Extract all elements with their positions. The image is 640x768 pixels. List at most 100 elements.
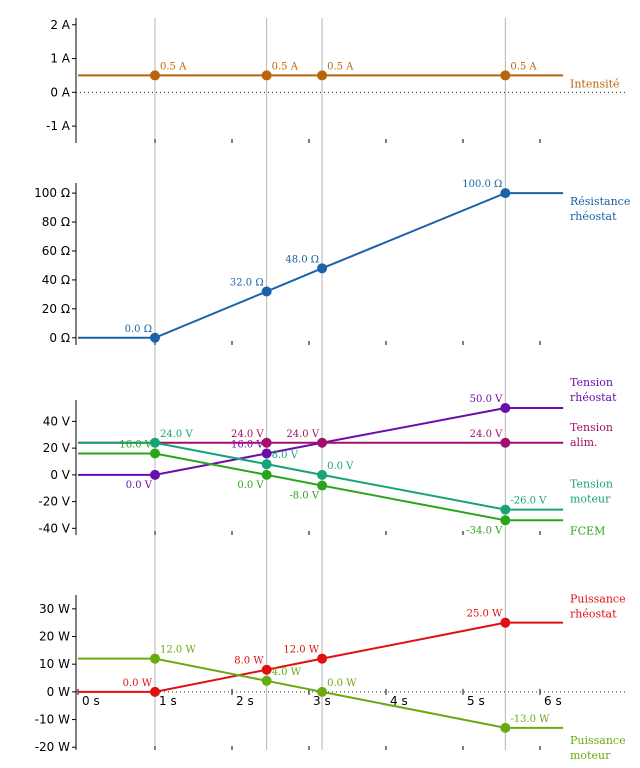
series-2-0: 0.0 V 16.0 V 50.0 V Tension rhéostat — [78, 376, 617, 491]
data-point — [317, 480, 328, 491]
y-tick-label: -1 A — [46, 119, 71, 133]
data-point — [150, 437, 160, 448]
y-tick-label: 20 W — [39, 630, 70, 644]
panel-3: 30 W 20 W 10 W 0 W -10 W -20 W 0 s 1 s 2 s 3 s 4 s… — [35, 593, 628, 762]
series-name-label: Résistance — [570, 195, 630, 208]
data-point — [150, 469, 160, 480]
y-tick-label: 20 V — [43, 441, 71, 455]
x-tick-label: 5 s — [467, 694, 485, 708]
series-name-label: Tension — [570, 478, 613, 491]
series-name-label: Tension — [570, 421, 613, 434]
data-point — [261, 469, 272, 480]
series-line — [78, 407, 564, 476]
data-point — [261, 286, 272, 297]
series-name-label: alim. — [570, 436, 598, 449]
series-name-label: Intensité — [570, 77, 620, 90]
series-2-2: 24.0 V 8.0 V 0.0 V -26.0 V Tension moteur — [78, 429, 613, 515]
data-label: 50.0 V — [470, 394, 503, 405]
data-label: 100.0 Ω — [462, 179, 502, 190]
data-label: 0.0 W — [123, 678, 153, 689]
data-label: 4.0 W — [272, 667, 302, 678]
y-tick-label: 1 A — [50, 52, 70, 66]
series-0-0: 0.5 A 0.5 A 0.5 A 0.5 A Intensité — [78, 61, 620, 90]
data-label: 16.0 V — [231, 439, 264, 450]
data-label: 25.0 W — [467, 609, 503, 620]
data-point — [317, 469, 328, 480]
x-tick-label: 6 s — [544, 694, 562, 708]
data-point — [317, 437, 328, 448]
data-label: 24.0 V — [160, 429, 193, 440]
y-tick-label: 0 V — [50, 468, 70, 482]
data-label: 0.5 A — [272, 61, 299, 72]
data-label: 0.0 Ω — [125, 324, 152, 335]
data-point — [261, 437, 272, 448]
y-tick-label: 100 Ω — [34, 186, 70, 200]
y-tick-label: 80 Ω — [42, 215, 70, 229]
data-point — [500, 188, 511, 199]
series-name-label: moteur — [570, 493, 611, 506]
data-label: 12.0 W — [283, 645, 319, 656]
data-label: -8.0 V — [289, 491, 319, 502]
data-label: 24.0 V — [470, 429, 503, 440]
y-tick-label: 0 A — [50, 85, 70, 99]
data-point — [317, 70, 328, 81]
data-label: 0.5 A — [510, 61, 537, 72]
y-tick-label: -20 W — [35, 740, 70, 754]
data-point — [500, 70, 511, 81]
series-line — [78, 657, 564, 729]
data-point — [261, 70, 272, 81]
data-point — [317, 263, 328, 274]
data-label: -26.0 V — [510, 496, 547, 507]
series-name-label: moteur — [570, 749, 611, 762]
y-tick-label: 10 W — [39, 657, 70, 671]
data-label: 0.0 V — [126, 480, 153, 491]
panel-2: 40 V 20 V 0 V -20 V -40 V 0.0 V 16.0 V 50.0 V Te… — [38, 376, 617, 537]
series-name-label: rhéostat — [570, 608, 617, 621]
data-point — [261, 675, 272, 686]
data-label: 16.0 V — [119, 439, 152, 450]
data-point — [150, 448, 160, 459]
data-label: 24.0 V — [231, 429, 264, 440]
y-tick-label: -20 V — [38, 495, 70, 509]
x-tick-label: 4 s — [390, 694, 408, 708]
x-tick-label: 2 s — [236, 694, 254, 708]
data-point — [150, 70, 160, 81]
y-tick-label: 60 Ω — [42, 244, 70, 258]
series-name-label: rhéostat — [570, 391, 617, 404]
data-label: 8.0 W — [234, 656, 264, 667]
data-label: -34.0 V — [466, 525, 503, 536]
series-name-label: Puissance — [570, 734, 626, 747]
series-line — [78, 621, 564, 693]
y-tick-label: 20 Ω — [42, 302, 70, 316]
data-label: 24.0 V — [286, 429, 319, 440]
series-3-0: 0.0 W 8.0 W 12.0 W 25.0 W Puissance rhéostat — [78, 593, 626, 697]
data-label: 0.0 W — [327, 678, 357, 689]
y-tick-label: -10 W — [35, 713, 70, 727]
data-label: 0.5 A — [160, 61, 187, 72]
series-2-3: 16.0 V 0.0 V -8.0 V -34.0 V FCEM — [78, 439, 605, 537]
data-label: 8.0 V — [272, 450, 299, 461]
data-label: 0.0 V — [237, 480, 264, 491]
data-point — [150, 686, 160, 697]
series-line — [78, 192, 564, 339]
series-line — [78, 441, 564, 511]
data-point — [261, 664, 272, 675]
series-name-label: rhéostat — [570, 210, 617, 223]
series-name-label: FCEM — [570, 524, 605, 537]
series-line — [78, 452, 564, 522]
data-label: 0.0 V — [327, 461, 354, 472]
data-point — [500, 617, 511, 628]
data-point — [317, 686, 328, 697]
series-name-label: Puissance — [570, 593, 626, 606]
series-1-0: 0.0 Ω 32.0 Ω 48.0 Ω 100.0 Ω Résistance rhéost… — [78, 179, 630, 343]
data-point — [261, 459, 272, 470]
data-point — [150, 653, 160, 664]
data-point — [500, 722, 511, 733]
y-tick-label: 30 W — [39, 602, 70, 616]
y-tick-label: 40 V — [43, 414, 71, 428]
data-label: 48.0 Ω — [285, 254, 319, 265]
series-3-1: 12.0 W 4.0 W 0.0 W -13.0 W Puissance moteur — [78, 645, 626, 762]
panel-0: 2 A 1 A 0 A -1 A 0.5 A 0.5 A 0.5 A 0.5 A Intensi… — [46, 18, 628, 143]
